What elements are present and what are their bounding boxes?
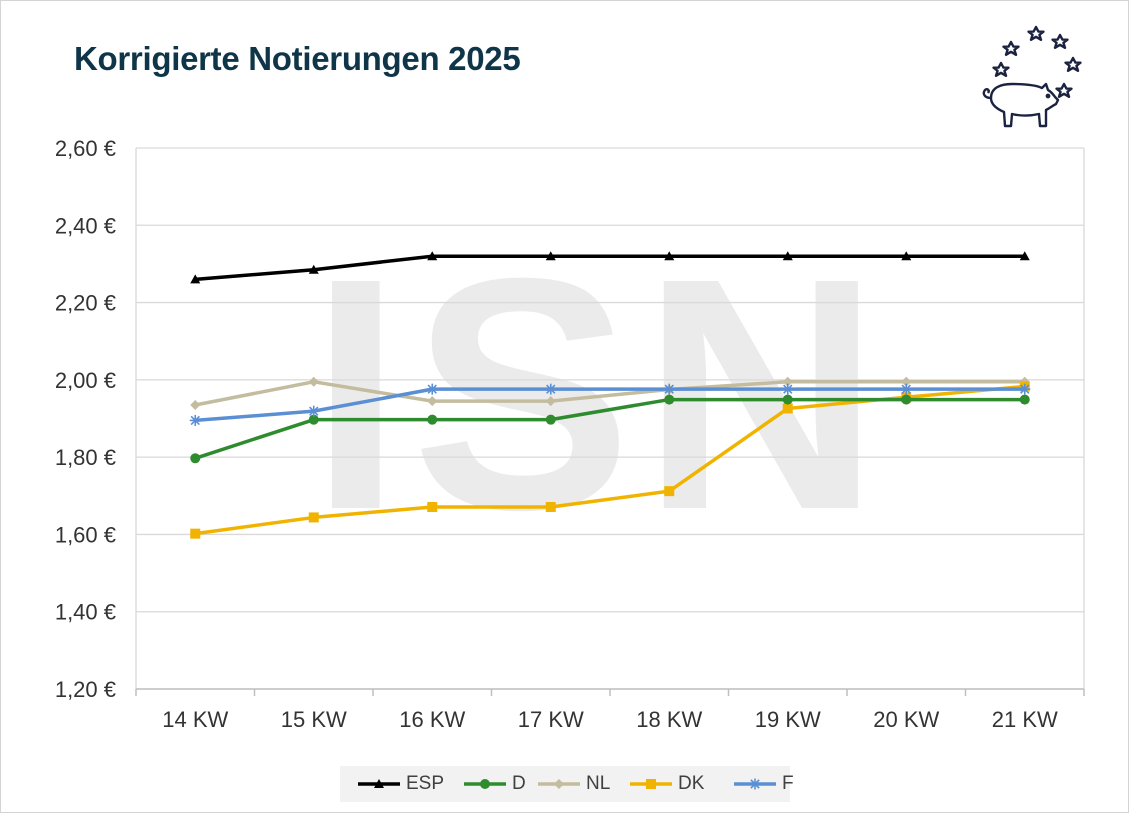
triangle-marker bbox=[374, 779, 384, 788]
x-tick-label: 19 KW bbox=[755, 707, 821, 732]
star-icon bbox=[1027, 25, 1045, 41]
square-marker bbox=[190, 528, 201, 539]
x-tick-label: 15 KW bbox=[281, 707, 347, 732]
legend-label: DK bbox=[678, 773, 705, 794]
circle-marker bbox=[901, 394, 912, 405]
diamond-marker bbox=[901, 376, 912, 387]
star-marker bbox=[1019, 383, 1031, 395]
x-tick-label: 21 KW bbox=[992, 707, 1058, 732]
circle-marker bbox=[427, 414, 438, 425]
legend-label: NL bbox=[586, 773, 611, 794]
triangle-marker bbox=[308, 264, 319, 274]
series-line bbox=[193, 387, 1027, 423]
diamond-marker bbox=[308, 376, 319, 387]
triangle-marker bbox=[782, 251, 793, 261]
square-marker bbox=[664, 486, 675, 497]
star-icon bbox=[1002, 40, 1020, 56]
triangle-marker bbox=[190, 274, 201, 284]
legend-swatch bbox=[734, 778, 776, 790]
circle-marker bbox=[308, 414, 319, 425]
legend-item-d: D bbox=[462, 766, 526, 802]
x-axis: 14 KW 15 KW 16 KW 17 KW 18 KW 19 KW 20 KW 21 KW bbox=[135, 688, 1085, 732]
series-esp bbox=[190, 251, 1030, 284]
x-tick-label: 20 KW bbox=[873, 707, 939, 732]
diamond-marker bbox=[190, 399, 201, 410]
triangle-marker bbox=[901, 251, 912, 261]
y-tick-label: 1,20 € bbox=[55, 677, 116, 702]
grid-lines bbox=[135, 147, 1085, 690]
pig-tail bbox=[982, 88, 992, 100]
series-f bbox=[189, 383, 1031, 426]
series-line bbox=[193, 254, 1027, 282]
x-tick-label: 16 KW bbox=[399, 707, 465, 732]
diamond-marker bbox=[782, 376, 793, 387]
chart-title: Korrigierte Notierungen 2025 bbox=[74, 40, 521, 77]
star-marker bbox=[782, 383, 794, 395]
diamond-marker bbox=[545, 396, 556, 407]
circle-marker bbox=[480, 779, 490, 789]
square-marker bbox=[427, 501, 438, 512]
y-tick-label: 2,60 € bbox=[55, 136, 116, 161]
triangle-marker bbox=[1019, 251, 1030, 261]
series-line bbox=[193, 397, 1027, 461]
star-marker bbox=[749, 778, 761, 790]
triangle-marker bbox=[664, 251, 675, 261]
circle-marker bbox=[782, 394, 793, 405]
legend-swatch bbox=[358, 779, 400, 788]
triangle-marker bbox=[545, 251, 556, 261]
pig-body bbox=[989, 82, 1060, 128]
pig-with-stars-icon bbox=[982, 25, 1082, 128]
legend-item-f: F bbox=[732, 766, 794, 802]
diamond-marker bbox=[427, 396, 438, 407]
y-tick-label: 1,40 € bbox=[55, 600, 116, 625]
legend: ESP D NL DK F bbox=[340, 766, 794, 802]
star-marker bbox=[663, 383, 675, 395]
legend-label: F bbox=[782, 773, 794, 794]
x-tick-label: 17 KW bbox=[518, 707, 584, 732]
watermark-text: ISN bbox=[310, 209, 890, 578]
star-marker bbox=[900, 383, 912, 395]
x-tick-label: 18 KW bbox=[636, 707, 702, 732]
legend-swatch bbox=[538, 779, 580, 789]
star-marker bbox=[426, 383, 438, 395]
circle-marker bbox=[190, 453, 201, 464]
y-axis-tick-labels: 1,20 € 1,40 € 1,60 € 1,80 € 2,00 € 2,20 € 2,40… bbox=[55, 136, 116, 702]
circle-marker bbox=[664, 394, 675, 405]
y-tick-label: 1,60 € bbox=[55, 522, 116, 547]
square-marker bbox=[782, 403, 793, 414]
circle-marker bbox=[1019, 394, 1030, 405]
legend-swatch bbox=[464, 779, 506, 789]
star-marker bbox=[545, 383, 557, 395]
isn-watermark: ISN bbox=[310, 209, 890, 578]
star-icon bbox=[992, 61, 1010, 77]
series-d bbox=[190, 394, 1030, 464]
legend-swatch bbox=[630, 779, 672, 789]
square-marker bbox=[545, 501, 556, 512]
circle-marker bbox=[545, 414, 556, 425]
square-marker bbox=[646, 779, 656, 789]
y-tick-label: 2,00 € bbox=[55, 368, 116, 393]
legend-label: ESP bbox=[406, 773, 445, 794]
y-tick-label: 1,80 € bbox=[55, 445, 116, 470]
series-line bbox=[193, 380, 1027, 407]
star-marker bbox=[189, 414, 201, 426]
legend-item-dk: DK bbox=[628, 766, 704, 802]
star-icon bbox=[1055, 82, 1073, 99]
legend-item-esp: ESP bbox=[356, 766, 444, 802]
star-icon bbox=[1064, 56, 1082, 72]
y-tick-label: 2,20 € bbox=[55, 291, 116, 316]
legend-label: D bbox=[512, 773, 526, 794]
star-icon bbox=[1051, 33, 1069, 49]
x-tick-label: 14 KW bbox=[162, 707, 228, 732]
square-marker bbox=[308, 512, 319, 523]
series-layer bbox=[189, 251, 1031, 539]
triangle-marker bbox=[427, 251, 438, 261]
legend-item-nl: NL bbox=[536, 766, 610, 802]
star-marker bbox=[308, 405, 320, 417]
diamond-marker bbox=[554, 779, 564, 789]
y-tick-label: 2,40 € bbox=[55, 213, 116, 238]
